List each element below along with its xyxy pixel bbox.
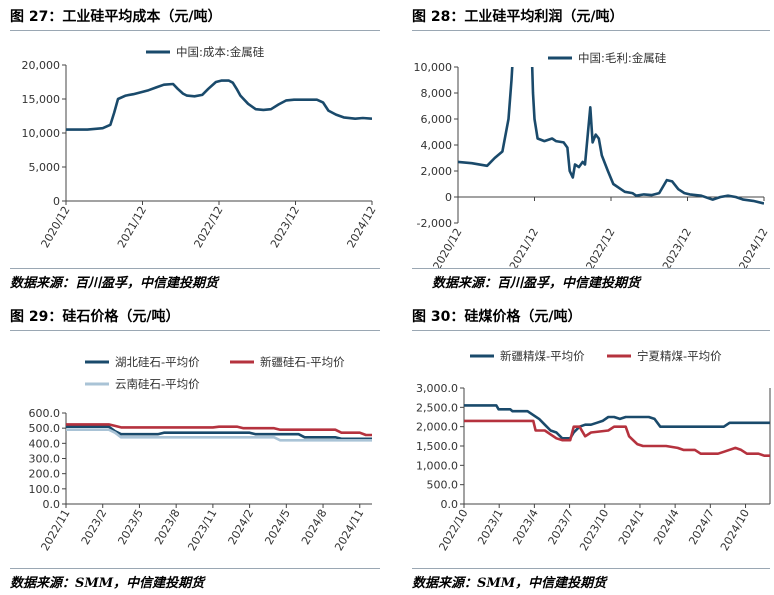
figure-29-top-rule xyxy=(10,330,380,331)
fig29-xtick-label: 2023/2 xyxy=(79,507,110,547)
fig27-xtick-label: 2020/12 xyxy=(38,204,72,250)
fig28-xtick-label: 2020/12 xyxy=(430,226,464,269)
fig28-ytick-label: 6,000 xyxy=(421,113,453,126)
fig29-xtick-label: 2022/11 xyxy=(38,507,72,553)
fig29-ytick-label: 600.0 xyxy=(29,407,61,420)
fig29-ytick-label: 300.0 xyxy=(29,453,61,466)
fig29-series-line-1 xyxy=(66,425,372,441)
figure-28-source: 数据来源：百川盈孚，中信建投期货 xyxy=(432,276,641,291)
fig28-ytick-label: 10,000 xyxy=(414,61,453,74)
figure-28-chart: -2,000 0 2,000 4,000 6,000 8,000 10,000 2020/12… xyxy=(414,51,771,269)
fig30-ytick-label: 3,000.0 xyxy=(416,382,458,395)
fig30-ytick-label: 500.0 xyxy=(427,479,459,492)
fig27-xtick-label: 2021/12 xyxy=(115,204,149,250)
figure-28-bottom-rule xyxy=(412,268,770,269)
fig28-xtick-label: 2022/12 xyxy=(583,226,617,269)
figure-29-title: 图 29：硅石价格（元/吨） xyxy=(10,309,180,325)
fig27-ytick-label: 0 xyxy=(53,195,60,208)
fig28-series-line-1 xyxy=(458,67,764,205)
figure-28-top-rule xyxy=(412,30,770,31)
figure-27-top-rule xyxy=(10,30,380,31)
fig30-legend-label-1: 新疆精煤-平均价 xyxy=(500,349,585,363)
fig28-ytick-label: 0 xyxy=(445,191,452,204)
fig28-ytick-label: 8,000 xyxy=(421,87,453,100)
fig30-xtick-label: 2023/10 xyxy=(577,507,611,553)
figure-28-title: 图 28：工业硅平均利润（元/吨） xyxy=(412,9,624,25)
fig30-ytick-label: 1,500.0 xyxy=(416,440,458,453)
figure-28: 图 28：工业硅平均利润（元/吨） -2,000 0 2,000 4,000 6,000… xyxy=(412,6,774,291)
fig29-xtick-label: 2023/5 xyxy=(115,507,146,547)
fig27-legend-label-1: 中国:成本:金属硅 xyxy=(176,45,265,59)
figure-27-title: 图 27：工业硅平均成本（元/吨） xyxy=(10,9,222,25)
fig27-xtick-label: 2024/12 xyxy=(344,204,378,250)
figure-29-source: 数据来源：SMM，中信建投期货 xyxy=(10,576,205,591)
fig30-ytick-label: 1,000.0 xyxy=(416,459,458,472)
fig29-ytick-label: 200.0 xyxy=(29,468,61,481)
fig29-legend-label-1: 湖北硅石-平均价 xyxy=(115,355,200,369)
fig30-ytick-label: 2,000.0 xyxy=(416,421,458,434)
fig30-xtick-label: 2022/10 xyxy=(436,507,470,553)
fig29-xtick-label: 2023/8 xyxy=(152,507,183,547)
fig29-xtick-label: 2024/5 xyxy=(262,507,293,547)
figure-27-bottom-rule xyxy=(10,268,380,269)
figure-30-chart: 0.0 500.0 1,000.0 1,500.0 2,000.0 2,500.0 3,00… xyxy=(416,349,771,553)
figure-29-bottom-rule xyxy=(10,568,380,569)
fig28-xtick-label: 2024/12 xyxy=(736,226,770,269)
fig28-xtick-label: 2023/12 xyxy=(660,226,694,269)
figure-30: 图 30：硅煤价格（元/吨） 0.0 500.0 1,000.0 1,500.0 2,0… xyxy=(412,306,774,591)
fig29-ytick-label: 0.0 xyxy=(43,498,61,511)
figure-30-top-rule xyxy=(412,330,770,331)
figure-27-source: 数据来源：百川盈孚，中信建投期货 xyxy=(10,276,219,291)
fig30-series-line-2 xyxy=(464,419,770,457)
fig29-xtick-label: 2023/11 xyxy=(185,507,219,553)
fig30-legend-label-2: 宁夏精煤-平均价 xyxy=(637,349,722,363)
fig30-ytick-label: 2,500.0 xyxy=(416,401,458,414)
fig27-xtick-label: 2023/12 xyxy=(268,204,302,250)
fig27-ytick-label: 20,000 xyxy=(22,59,61,72)
figure-27-chart: 0 5,000 10,000 15,000 20,000 2020/12 2021/12 20… xyxy=(22,45,379,250)
fig27-xtick-label: 2022/12 xyxy=(191,204,225,250)
fig30-xtick-label: 2023/7 xyxy=(546,507,577,547)
fig29-series-line-2 xyxy=(66,423,372,437)
fig28-ytick-label: 4,000 xyxy=(421,139,453,152)
figure-30-title: 图 30：硅煤价格（元/吨） xyxy=(412,309,582,325)
fig27-ytick-label: 10,000 xyxy=(22,127,61,140)
figure-30-source: 数据来源：SMM，中信建投期货 xyxy=(412,576,607,591)
fig27-ytick-label: 5,000 xyxy=(29,161,61,174)
figure-27: 图 27：工业硅平均成本（元/吨） 0 5,000 10,000 15,000 20,0… xyxy=(10,6,385,291)
figure-29: 图 29：硅石价格（元/吨） 0.0 100.0 200.0 300.0 400.0 50… xyxy=(10,306,385,591)
fig29-legend-label-2: 新疆硅石-平均价 xyxy=(260,355,345,369)
fig30-xtick-label: 2023/1 xyxy=(475,507,506,547)
fig30-xtick-label: 2024/10 xyxy=(718,507,752,553)
fig30-xtick-label: 2024/7 xyxy=(686,507,717,547)
fig29-xtick-label: 2024/2 xyxy=(226,507,257,547)
fig28-legend-label-1: 中国:毛利:金属硅 xyxy=(578,51,667,65)
fig28-ytick-label: 2,000 xyxy=(421,165,453,178)
fig28-ytick-label: -2,000 xyxy=(417,217,452,230)
figure-30-bottom-rule xyxy=(412,568,770,569)
fig29-ytick-label: 100.0 xyxy=(29,483,61,496)
fig29-series-line-3 xyxy=(66,428,372,442)
figure-29-chart: 0.0 100.0 200.0 300.0 400.0 500.0 600.0 2022/11… xyxy=(29,355,372,553)
fig29-ytick-label: 500.0 xyxy=(29,422,61,435)
fig30-series-line-1 xyxy=(464,404,770,440)
fig28-xtick-label: 2021/12 xyxy=(507,226,541,269)
fig29-xtick-label: 2024/8 xyxy=(299,507,330,547)
fig27-series-line-1 xyxy=(66,79,372,131)
fig29-xtick-label: 2024/11 xyxy=(332,507,366,553)
fig29-ytick-label: 400.0 xyxy=(29,437,61,450)
fig30-xtick-label: 2023/4 xyxy=(510,507,541,547)
fig29-legend-label-3: 云南硅石-平均价 xyxy=(115,377,200,391)
fig27-ytick-label: 15,000 xyxy=(22,93,61,106)
fig30-xtick-label: 2024/1 xyxy=(616,507,647,547)
fig30-xtick-label: 2024/4 xyxy=(651,507,682,547)
fig30-ytick-label: 0.0 xyxy=(441,498,459,511)
